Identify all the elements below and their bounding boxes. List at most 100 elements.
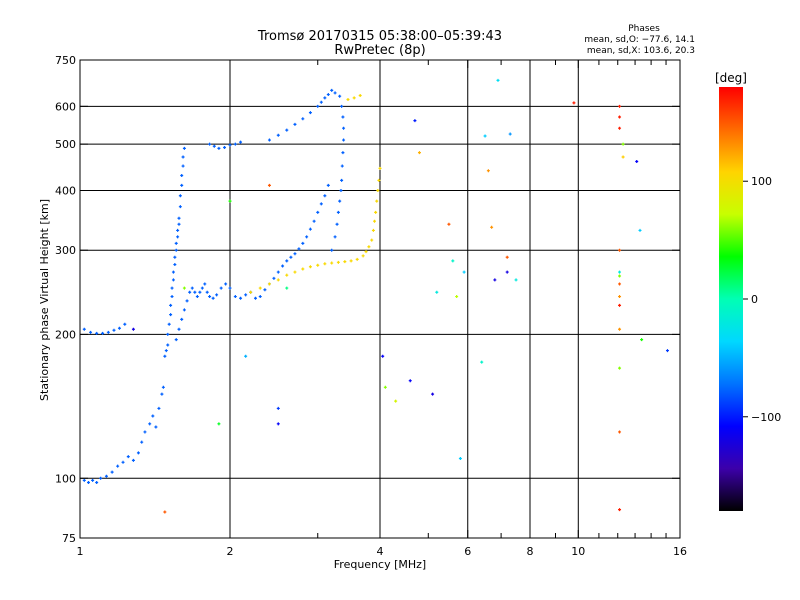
data-point: [352, 96, 356, 100]
data-point: [181, 155, 185, 159]
data-point: [164, 349, 168, 353]
data-point: [285, 259, 289, 263]
chart-title: Tromsø 20170315 05:38:00–05:39:43: [257, 29, 502, 44]
data-point: [370, 238, 374, 242]
data-point: [340, 104, 344, 108]
data-point: [394, 399, 398, 403]
data-point: [160, 392, 164, 396]
data-point: [301, 241, 305, 245]
data-point: [148, 422, 152, 426]
data-point: [338, 199, 342, 203]
data-point: [339, 188, 343, 192]
x-tick-label: 6: [464, 545, 471, 558]
data-point: [157, 406, 161, 410]
data-point: [121, 460, 125, 464]
data-point: [505, 255, 509, 259]
data-point: [572, 101, 576, 105]
data-point: [212, 144, 216, 148]
data-point: [301, 117, 305, 121]
data-point: [308, 265, 312, 269]
data-point: [341, 115, 345, 119]
data-point: [86, 480, 90, 484]
y-tick-label: 600: [55, 100, 76, 113]
data-point: [154, 425, 158, 429]
data-point: [361, 254, 365, 258]
data-point: [143, 430, 147, 434]
data-point: [91, 478, 95, 482]
data-point: [323, 194, 327, 198]
data-point: [618, 327, 622, 331]
data-point: [618, 282, 622, 286]
data-point: [297, 247, 301, 251]
data-point: [276, 270, 280, 274]
data-point: [330, 248, 334, 252]
data-point: [408, 379, 412, 383]
data-point: [169, 303, 173, 307]
data-point: [177, 222, 181, 226]
data-point: [223, 146, 227, 150]
data-point: [336, 210, 340, 214]
data-point: [451, 259, 455, 263]
data-point: [258, 295, 262, 299]
data-point: [376, 188, 380, 192]
data-point: [104, 474, 108, 478]
data-point: [89, 330, 93, 334]
data-point: [198, 290, 202, 294]
data-point: [276, 406, 280, 410]
data-point: [126, 455, 130, 459]
data-point: [431, 392, 435, 396]
data-point: [110, 470, 114, 474]
data-point: [285, 128, 289, 132]
data-point: [638, 228, 642, 232]
data-point: [178, 205, 182, 209]
data-point: [117, 326, 121, 330]
data-point: [101, 331, 105, 335]
data-point: [167, 322, 171, 326]
data-point: [99, 476, 103, 480]
data-point: [203, 282, 207, 286]
data-point: [312, 219, 316, 223]
data-point: [131, 327, 135, 331]
data-point: [116, 464, 120, 468]
stats-title: Phases: [628, 24, 660, 34]
data-point: [215, 293, 219, 297]
data-point: [285, 273, 289, 277]
data-point: [163, 354, 167, 358]
data-point: [336, 260, 340, 264]
data-point: [349, 259, 353, 263]
data-point: [621, 142, 625, 146]
x-tick-label: 10: [571, 545, 585, 558]
data-point: [455, 295, 459, 299]
data-point: [267, 183, 271, 187]
data-point: [618, 248, 622, 252]
data-point: [618, 104, 622, 108]
data-point: [233, 142, 237, 146]
data-point: [342, 138, 346, 142]
data-point: [95, 480, 99, 484]
data-point: [244, 354, 248, 358]
data-point: [330, 88, 334, 92]
x-tick-label: 2: [227, 545, 234, 558]
data-point: [343, 260, 347, 264]
data-point: [170, 295, 174, 299]
chart-subtitle: RwPretec (8p): [334, 43, 425, 58]
data-point: [253, 296, 257, 300]
data-point: [618, 115, 622, 119]
data-point: [355, 257, 359, 261]
data-point: [635, 159, 639, 163]
data-point: [326, 93, 330, 97]
data-point: [217, 422, 221, 426]
data-point: [323, 96, 327, 100]
data-point: [335, 222, 339, 226]
data-point: [340, 164, 344, 168]
data-point: [263, 288, 267, 292]
data-point: [330, 261, 334, 265]
series-points: [131, 78, 669, 514]
data-point: [346, 98, 350, 102]
data-point: [82, 327, 86, 331]
data-point: [166, 343, 170, 347]
data-point: [267, 282, 271, 286]
data-point: [293, 270, 297, 274]
colorbar: [deg] 100 0 −100: [715, 71, 781, 511]
